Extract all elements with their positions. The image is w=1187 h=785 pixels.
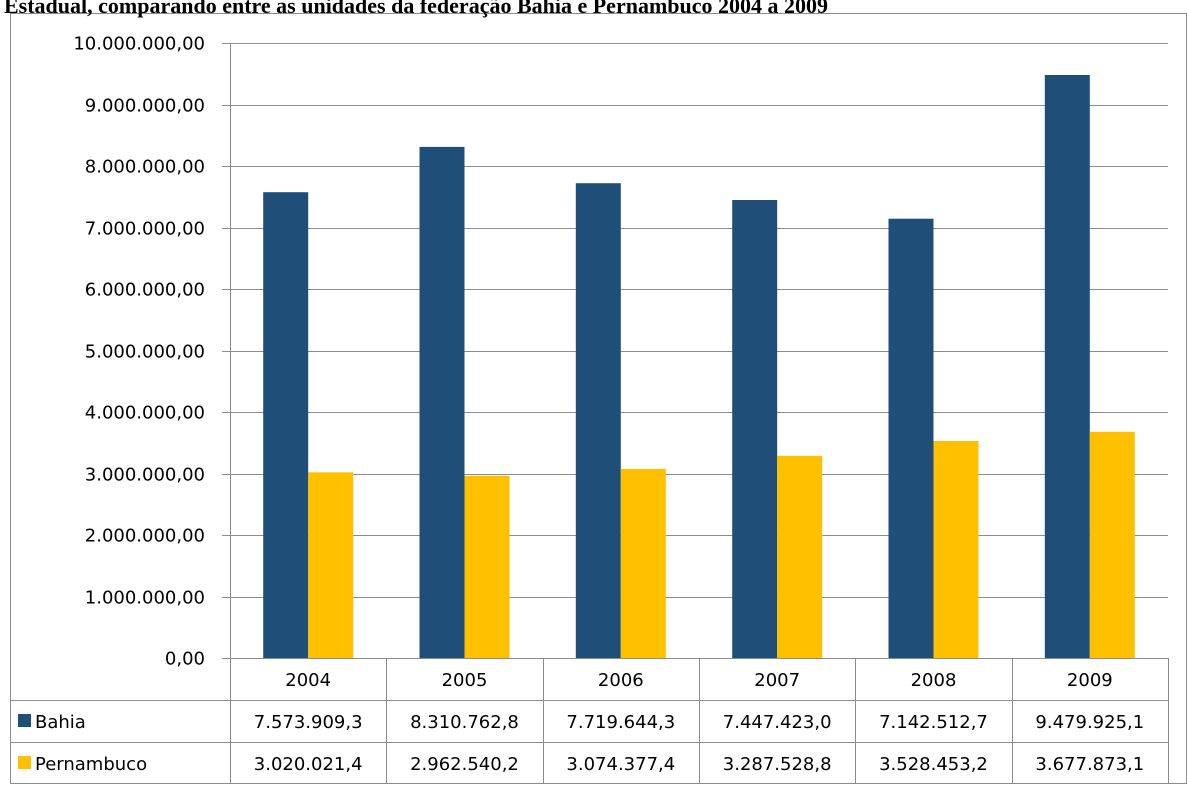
- data-label-bahia: 9.479.925,1: [1035, 712, 1144, 733]
- data-label-pernambuco: 3.528.453,2: [879, 754, 988, 775]
- legend-label-bahia: Bahia: [35, 712, 86, 733]
- bar-pernambuco-2007: [777, 455, 823, 658]
- x-category-label: 2005: [442, 670, 488, 691]
- data-label-pernambuco: 3.074.377,4: [566, 754, 675, 775]
- y-tick-label: 8.000.000,00: [85, 157, 205, 178]
- y-tick-label: 2.000.000,00: [85, 526, 205, 547]
- y-tick-label: 6.000.000,00: [85, 280, 205, 301]
- y-tick-label: 4.000.000,00: [85, 403, 205, 424]
- y-tick-label: 9.000.000,00: [85, 96, 205, 117]
- legend-key-bahia: [18, 714, 31, 727]
- bar-pernambuco-2006: [620, 468, 666, 658]
- y-tick-label: 3.000.000,00: [85, 465, 205, 486]
- bar-bahia-2008: [888, 218, 934, 658]
- data-label-pernambuco: 3.020.021,4: [254, 754, 363, 775]
- bar-bahia-2004: [263, 192, 309, 658]
- data-label-bahia: 7.447.423,0: [723, 712, 832, 733]
- bar-bahia-2009: [1044, 75, 1090, 658]
- bar-pernambuco-2005: [464, 475, 510, 658]
- legend-key-pernambuco: [18, 756, 31, 769]
- data-label-pernambuco: 3.287.528,8: [723, 754, 832, 775]
- y-tick-label: 10.000.000,00: [73, 34, 205, 55]
- y-tick-label: 5.000.000,00: [85, 342, 205, 363]
- x-category-label: 2008: [911, 670, 957, 691]
- x-category-label: 2007: [754, 670, 800, 691]
- bar-pernambuco-2008: [933, 441, 979, 658]
- bar-bahia-2007: [732, 200, 778, 658]
- legend-label-pernambuco: Pernambuco: [35, 754, 147, 775]
- chart-title: Estadual, comparando entre as unidades d…: [4, 0, 829, 18]
- data-label-bahia: 7.142.512,7: [879, 712, 988, 733]
- data-label-pernambuco: 2.962.540,2: [410, 754, 519, 775]
- bar-bahia-2006: [575, 183, 621, 658]
- data-label-bahia: 7.573.909,3: [254, 712, 363, 733]
- y-tick-label: 0,00: [165, 649, 205, 670]
- bar-bahia-2005: [419, 146, 465, 658]
- bar-pernambuco-2004: [308, 472, 354, 658]
- x-category-label: 2006: [598, 670, 644, 691]
- x-category-label: 2009: [1067, 670, 1113, 691]
- y-tick-label: 7.000.000,00: [85, 219, 205, 240]
- x-category-label: 2004: [285, 670, 331, 691]
- bar-pernambuco-2009: [1089, 431, 1135, 658]
- y-tick-label: 1.000.000,00: [85, 588, 205, 609]
- data-label-bahia: 7.719.644,3: [566, 712, 675, 733]
- data-label-bahia: 8.310.762,8: [410, 712, 519, 733]
- data-label-pernambuco: 3.677.873,1: [1035, 754, 1144, 775]
